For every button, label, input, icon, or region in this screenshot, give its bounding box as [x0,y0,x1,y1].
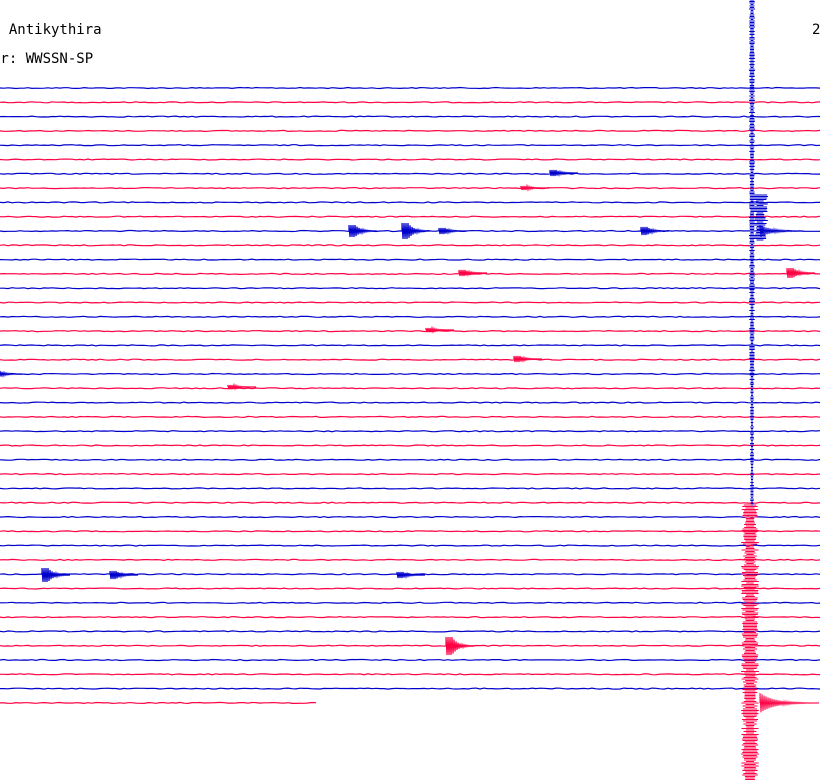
trace-line [0,101,820,104]
trace-line [0,186,820,190]
filter-label: er: WWSSN-SP [0,51,94,67]
event-burst [401,222,431,240]
trace-line [0,387,820,390]
earthquake-signal [750,384,754,506]
trace-line [0,144,820,147]
event-burst [640,226,670,236]
trace-line [0,472,820,476]
trace-line [0,201,820,204]
trace-line [0,601,820,604]
event-burst [41,567,71,583]
trace-line [0,358,820,361]
event-burst [227,382,257,391]
event-burst [520,183,550,192]
station-name-label: n Antikythira [0,22,102,38]
trace-line [0,86,820,90]
trace-line [0,329,820,333]
earthquake-coda [759,224,805,237]
trace-line [0,344,820,347]
seismogram-traces [0,86,820,705]
earthquake-signal [741,504,759,780]
earthquake-signal [749,0,755,385]
event-burst [549,169,579,178]
trace-line [0,673,820,676]
trace-line [0,558,820,562]
trace-line [0,701,317,705]
event-burst [396,571,426,580]
trace-line [0,615,820,619]
trace-line [0,444,820,447]
trace-line [0,658,820,662]
event-burst [438,227,468,236]
trace-line [0,501,820,504]
earthquake-coda [759,692,820,713]
trace-line [0,158,820,161]
event-burst [445,636,475,656]
trace-line [0,687,820,690]
trace-line [0,287,820,290]
trace-line [0,587,820,590]
trace-line [0,301,820,304]
trace-line [0,430,820,433]
trace-line [0,215,820,218]
trace-line [0,115,820,118]
trace-line [0,515,820,519]
trace-line [0,630,820,633]
trace-line [0,315,820,318]
trace-line [0,244,820,247]
event-burst [109,570,139,580]
trace-line [0,401,820,404]
event-burst [513,355,543,364]
trace-line [0,415,820,419]
trace-line [0,272,820,276]
trace-line [0,372,820,376]
event-burst [458,269,488,278]
trace-line [0,573,820,576]
trace-line [0,458,820,461]
event-burst [425,325,455,334]
trace-line [0,258,820,261]
trace-line [0,544,820,547]
event-burst [0,370,23,379]
event-burst [348,224,378,238]
trace-line [0,487,820,490]
trace-line [0,530,820,533]
date-label-fragment: 2 [812,22,820,38]
trace-line [0,129,820,133]
trace-line [0,644,820,647]
trace-line [0,172,820,175]
event-burst [786,267,816,279]
